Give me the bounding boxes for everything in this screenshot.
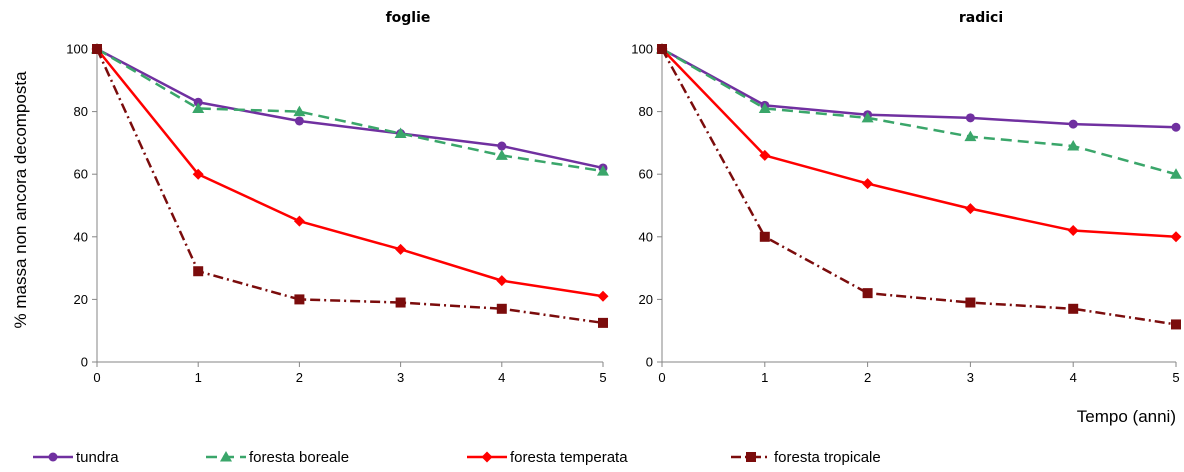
legend-label: foresta boreale	[249, 449, 349, 466]
data-point	[597, 165, 609, 176]
data-point	[597, 290, 609, 302]
series-line-foresta-tropicale	[660, 48, 1177, 326]
y-tick-label: 20	[639, 292, 653, 307]
data-point	[395, 297, 406, 308]
panel-title: radici	[959, 10, 1003, 26]
data-point	[861, 111, 874, 123]
data-point	[1068, 119, 1078, 129]
x-tick-label: 4	[498, 370, 505, 385]
legend-marker	[481, 451, 493, 463]
legend-marker	[48, 452, 58, 462]
data-point	[965, 113, 975, 123]
data-point	[964, 130, 977, 142]
x-tick-label: 4	[1070, 370, 1077, 385]
y-tick-label: 0	[81, 355, 88, 370]
y-tick-label: 40	[74, 229, 88, 244]
x-tick-label: 2	[296, 370, 303, 385]
y-tick-label: 80	[74, 104, 88, 119]
data-point	[964, 203, 976, 215]
data-point	[193, 266, 204, 277]
y-tick-label: 60	[74, 167, 88, 182]
y-tick-label: 100	[66, 42, 88, 57]
data-point	[293, 105, 306, 117]
x-axis-title: Tempo (anni)	[1077, 407, 1176, 426]
legend-item-foresta-boreale: foresta boreale	[206, 449, 349, 466]
series-line-tundra	[661, 47, 1177, 129]
legend-label: tundra	[76, 449, 119, 466]
legend-item-tundra: tundra	[33, 449, 119, 466]
data-point	[495, 149, 508, 160]
y-tick-label: 60	[639, 167, 653, 182]
x-tick-label: 0	[658, 370, 665, 385]
data-point	[598, 317, 608, 328]
data-point	[193, 97, 203, 107]
data-point	[294, 116, 304, 126]
y-tick-label: 20	[74, 292, 88, 307]
series-line-tundra	[96, 47, 604, 170]
data-point	[1068, 303, 1079, 314]
series-line-foresta-boreale	[661, 47, 1177, 176]
x-tick-label: 5	[599, 370, 606, 385]
data-point	[759, 149, 771, 161]
x-tick-label: 3	[967, 370, 974, 385]
data-point	[862, 288, 873, 299]
data-point	[192, 168, 204, 180]
data-point	[293, 215, 305, 227]
legend-item-foresta-temperata: foresta temperata	[467, 449, 628, 466]
y-tick-label: 0	[646, 355, 653, 370]
x-tick-label: 1	[761, 370, 768, 385]
data-point	[294, 294, 305, 305]
legend: tundra foresta boreale foresta temperata fo…	[33, 449, 881, 466]
data-point	[394, 127, 407, 139]
data-point	[1171, 319, 1181, 330]
data-point	[758, 102, 771, 113]
series-line-foresta-temperata	[661, 48, 1177, 239]
panel-title: foglie	[386, 10, 431, 26]
legend-item-foresta-tropicale: foresta tropicale	[731, 449, 881, 466]
x-tick-label: 2	[864, 370, 871, 385]
y-axis-title: % massa non ancora decomposta	[11, 71, 30, 329]
legend-marker	[746, 452, 756, 462]
data-point	[92, 44, 102, 54]
y-tick-label: 100	[631, 42, 653, 57]
x-tick-label: 0	[93, 370, 100, 385]
data-point	[1067, 140, 1080, 151]
data-point	[657, 44, 667, 54]
data-point	[1067, 225, 1079, 237]
data-point	[497, 141, 507, 151]
legend-label: foresta tropicale	[774, 449, 881, 466]
data-point	[1170, 231, 1182, 243]
data-point	[965, 297, 976, 308]
data-point	[395, 243, 407, 255]
series-line-foresta-temperata	[96, 48, 604, 298]
y-tick-label: 80	[639, 104, 653, 119]
panel-foglie: foglie 0 20 40 60 80 100 0 1 2 3 4 5	[66, 10, 609, 385]
data-point	[496, 275, 508, 287]
data-point	[192, 102, 205, 113]
data-point	[1170, 168, 1182, 179]
x-tick-label: 3	[397, 370, 404, 385]
series-line-foresta-tropicale	[95, 48, 604, 325]
panel-radici: radici 0 20 40 60 80 100 0 1 2 3 4 5	[631, 10, 1182, 385]
data-point	[1171, 122, 1181, 132]
legend-marker	[220, 451, 232, 462]
data-point	[496, 303, 507, 314]
x-tick-label: 5	[1172, 370, 1179, 385]
data-point	[759, 231, 770, 242]
data-point	[862, 178, 874, 190]
series-line-foresta-boreale	[96, 47, 604, 173]
x-tick-label: 1	[195, 370, 202, 385]
legend-label: foresta temperata	[510, 449, 628, 466]
y-tick-label: 40	[639, 229, 653, 244]
